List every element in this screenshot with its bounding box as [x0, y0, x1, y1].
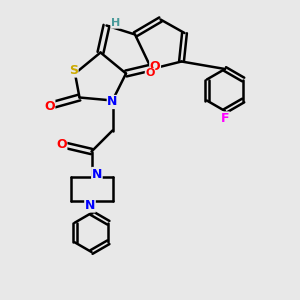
- Text: N: N: [85, 199, 95, 212]
- Text: N: N: [107, 95, 118, 109]
- Text: O: O: [56, 137, 67, 151]
- Text: O: O: [145, 68, 155, 79]
- Text: H: H: [111, 18, 120, 28]
- Text: N: N: [92, 167, 102, 181]
- Text: F: F: [221, 112, 229, 125]
- Text: O: O: [44, 100, 55, 113]
- Text: O: O: [150, 59, 160, 73]
- Text: S: S: [69, 64, 78, 77]
